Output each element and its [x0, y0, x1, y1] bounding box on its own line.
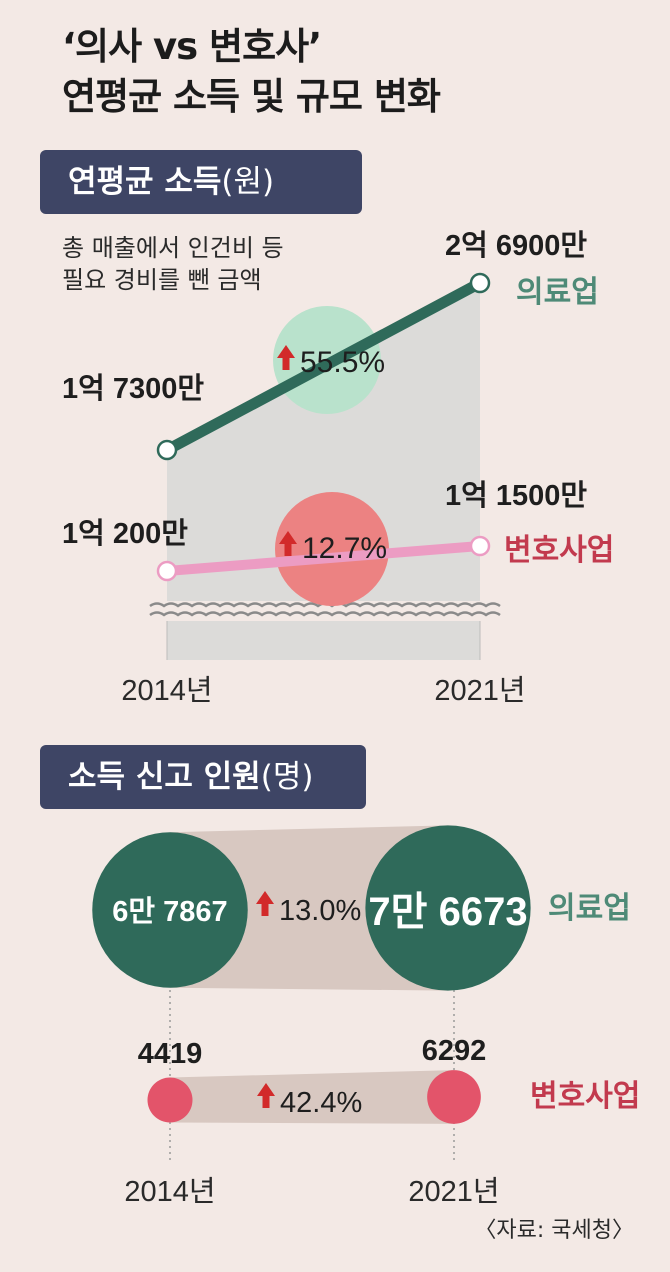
lawyer-growth-label: 12.7%	[302, 532, 387, 565]
lawyer-count-growth-label: 42.4%	[280, 1087, 362, 1119]
lawyer-growth-bubble	[275, 492, 389, 606]
lawyer-count-2021-label: 6292	[422, 1035, 487, 1067]
medical-count-series-label: 의료업	[548, 892, 631, 925]
lawyer-series-label: 변호사업	[504, 534, 614, 567]
people-x-tick-label-2021: 2021년	[408, 1176, 499, 1208]
income-section-unit: (원)	[221, 164, 275, 200]
income-section-label: 연평균 소득	[68, 164, 222, 200]
up-arrow-icon	[277, 345, 295, 370]
axis-break-icon	[149, 611, 501, 617]
medical-income-line	[161, 277, 486, 456]
medical-point-0	[156, 439, 178, 461]
medical-growth-label: 55.5%	[300, 346, 385, 379]
up-arrow-icon	[279, 531, 297, 556]
income-note-line-2: 필요 경비를 뺀 금액	[62, 266, 262, 294]
medical-point-1	[469, 272, 491, 294]
medical-count-2021-label: 7만 6673	[368, 890, 527, 934]
lawyer-count-series-label: 변호사업	[530, 1080, 640, 1113]
lawyer-value-2021: 1억 1500만	[445, 479, 587, 512]
income-section-banner: 연평균 소득(원)	[40, 150, 362, 214]
up-arrow-icon	[257, 1083, 275, 1108]
x-tick-label-2021: 2021년	[434, 675, 525, 707]
lawyer-count-2021-dot	[427, 1070, 481, 1124]
income-note-line-1: 총 매출에서 인건비 등	[62, 234, 284, 262]
people-x-tick-label-2014: 2014년	[124, 1176, 215, 1208]
lawyer-point-1	[469, 535, 491, 557]
medical-count-2014-circle	[92, 832, 248, 988]
x-tick-label-2014: 2014년	[121, 675, 212, 707]
medical-value-2021: 2억 6900만	[445, 229, 587, 262]
lawyer-income-line	[162, 541, 485, 576]
lawyer-count-2014-dot	[147, 1077, 193, 1123]
people-section-unit: (명)	[260, 759, 314, 795]
title-line-1: ‘의사 vs 변호사’	[62, 25, 322, 68]
medical-series-label: 의료업	[516, 276, 599, 309]
people-section-banner: 소득 신고 인원(명)	[40, 745, 366, 809]
source-note: 〈자료: 국세청〉	[474, 1218, 634, 1243]
medical-count-2014-label: 6만 7867	[112, 895, 227, 928]
lawyer-count-2014-label: 4419	[138, 1038, 203, 1070]
lawyer-value-2014: 1억 200만	[62, 517, 188, 550]
medical-value-2014: 1억 7300만	[62, 372, 204, 405]
income-note: 총 매출에서 인건비 등 필요 경비를 뺀 금액	[62, 232, 284, 296]
people-section-label: 소득 신고 인원	[68, 759, 261, 795]
title-line-2: 연평균 소득 및 규모 변화	[62, 75, 441, 118]
lawyer-count-band	[170, 1070, 454, 1124]
medical-count-growth-label: 13.0%	[279, 895, 361, 927]
up-arrow-icon	[256, 891, 274, 916]
lawyer-point-0	[156, 560, 178, 582]
chart-title: ‘의사 vs 변호사’ 연평균 소득 및 규모 변화	[62, 22, 441, 122]
medical-count-2021-circle	[365, 825, 531, 991]
